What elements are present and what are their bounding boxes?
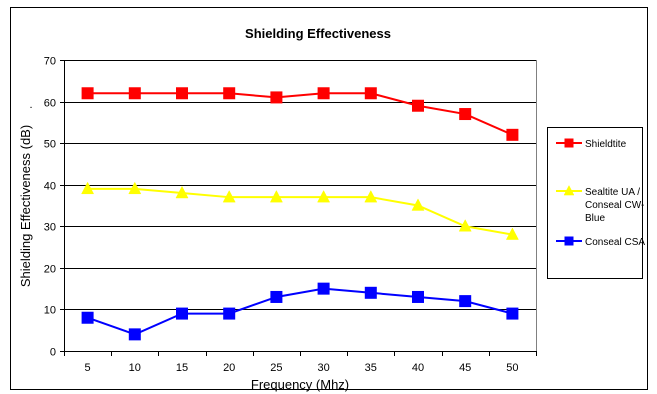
- y-tick-label-20: 20: [44, 264, 56, 276]
- y-tick-label-30: 30: [44, 222, 56, 234]
- y-tick-label-60: 60: [44, 98, 56, 110]
- legend-item-1-label-line-1: Shieldtite: [585, 139, 627, 150]
- series-2: [81, 181, 519, 240]
- legend-item-1-marker: [564, 138, 574, 148]
- x-tick-label-30: 30: [317, 362, 329, 374]
- legend-item-2-marker: [563, 185, 575, 196]
- legend-item-2: Sealtite UA / Conseal CW- Blue: [556, 185, 644, 224]
- x-tick-label-5: 5: [85, 362, 91, 374]
- y-tick-label-0: 0: [50, 347, 56, 359]
- x-tick-label-50: 50: [506, 362, 518, 374]
- series-1-point-5: [81, 87, 94, 100]
- series-3-point-20: [223, 307, 236, 320]
- plot-area: [64, 60, 537, 352]
- chart-title: Shielding Effectiveness: [245, 26, 391, 41]
- series-1-point-15: [176, 87, 188, 100]
- series-3-point-50: [506, 307, 519, 320]
- legend: Shieldtite Sealtite UA / Conseal CW- Blue Co…: [556, 138, 645, 248]
- x-tick-label-10: 10: [129, 362, 141, 374]
- legend-item-3: Conseal CSA: [556, 236, 645, 248]
- series-1-point-50: [506, 128, 519, 141]
- y-axis-title: Shielding Effectiveness (dB): [18, 125, 33, 287]
- legend-item-3-label-line-1: Conseal CSA: [585, 237, 645, 248]
- x-axis: 5 10 15 20 25 30 35 40 45 50: [64, 60, 537, 374]
- series-2-point-30: [317, 190, 331, 203]
- series-1-point-20: [223, 87, 236, 100]
- series-3-point-10: [128, 328, 141, 341]
- x-tick-label-20: 20: [223, 362, 235, 374]
- x-tick-label-15: 15: [176, 362, 188, 374]
- series-3-point-25: [270, 290, 283, 303]
- x-tick-label-25: 25: [270, 362, 282, 374]
- legend-item-2-label-line-2: Conseal CW-: [585, 200, 644, 211]
- series-2-point-35: [364, 190, 378, 203]
- series-1-point-35: [364, 87, 377, 100]
- series-3-point-35: [364, 286, 377, 299]
- y-tick-label-50: 50: [44, 139, 56, 151]
- y-tick-label-10: 10: [44, 305, 56, 317]
- series-1-line: [87, 92, 513, 136]
- series-2-point-5: [81, 181, 95, 195]
- x-tick-label-40: 40: [412, 362, 424, 374]
- gridlines: [64, 60, 536, 310]
- series-3-point-45: [459, 295, 472, 308]
- legend-item-2-label-line-3: Blue: [585, 213, 605, 224]
- series-1-point-40: [412, 99, 424, 112]
- series-3: [81, 282, 519, 341]
- legend-box: [547, 127, 643, 279]
- x-tick-label-35: 35: [365, 362, 377, 374]
- x-tick-label-45: 45: [459, 362, 471, 374]
- legend-item-1: Shieldtite: [556, 138, 627, 150]
- series-2-point-50: [505, 227, 519, 240]
- series-1-point-25: [270, 91, 283, 104]
- series-2-point-20: [222, 190, 236, 203]
- y-tick-label-70: 70: [44, 56, 56, 68]
- series-3-point-30: [317, 282, 330, 295]
- series-layer: [81, 87, 519, 341]
- series-1-point-30: [317, 87, 330, 100]
- stray-mark: .: [29, 99, 32, 111]
- legend-item-3-marker: [564, 236, 574, 246]
- series-2-point-40: [411, 198, 425, 211]
- series-2-point-25: [269, 190, 283, 203]
- y-tick-label-40: 40: [44, 181, 56, 193]
- series-2-point-45: [458, 219, 472, 232]
- series-2-line: [87, 187, 513, 236]
- series-1-point-10: [128, 87, 141, 100]
- legend-item-2-label-line-1: Sealtite UA /: [585, 187, 640, 198]
- series-3-point-40: [412, 290, 424, 303]
- series-1-point-45: [459, 108, 472, 121]
- series-2-point-15: [175, 185, 189, 199]
- series-2-point-10: [128, 181, 142, 195]
- series-3-point-5: [81, 311, 94, 324]
- series-1: [81, 87, 519, 141]
- x-axis-title: Frequency (Mhz): [251, 377, 349, 392]
- y-axis: 0 10 20 30 40 50 60 70: [44, 56, 64, 359]
- series-3-point-15: [176, 307, 188, 320]
- series-3-line: [87, 287, 513, 336]
